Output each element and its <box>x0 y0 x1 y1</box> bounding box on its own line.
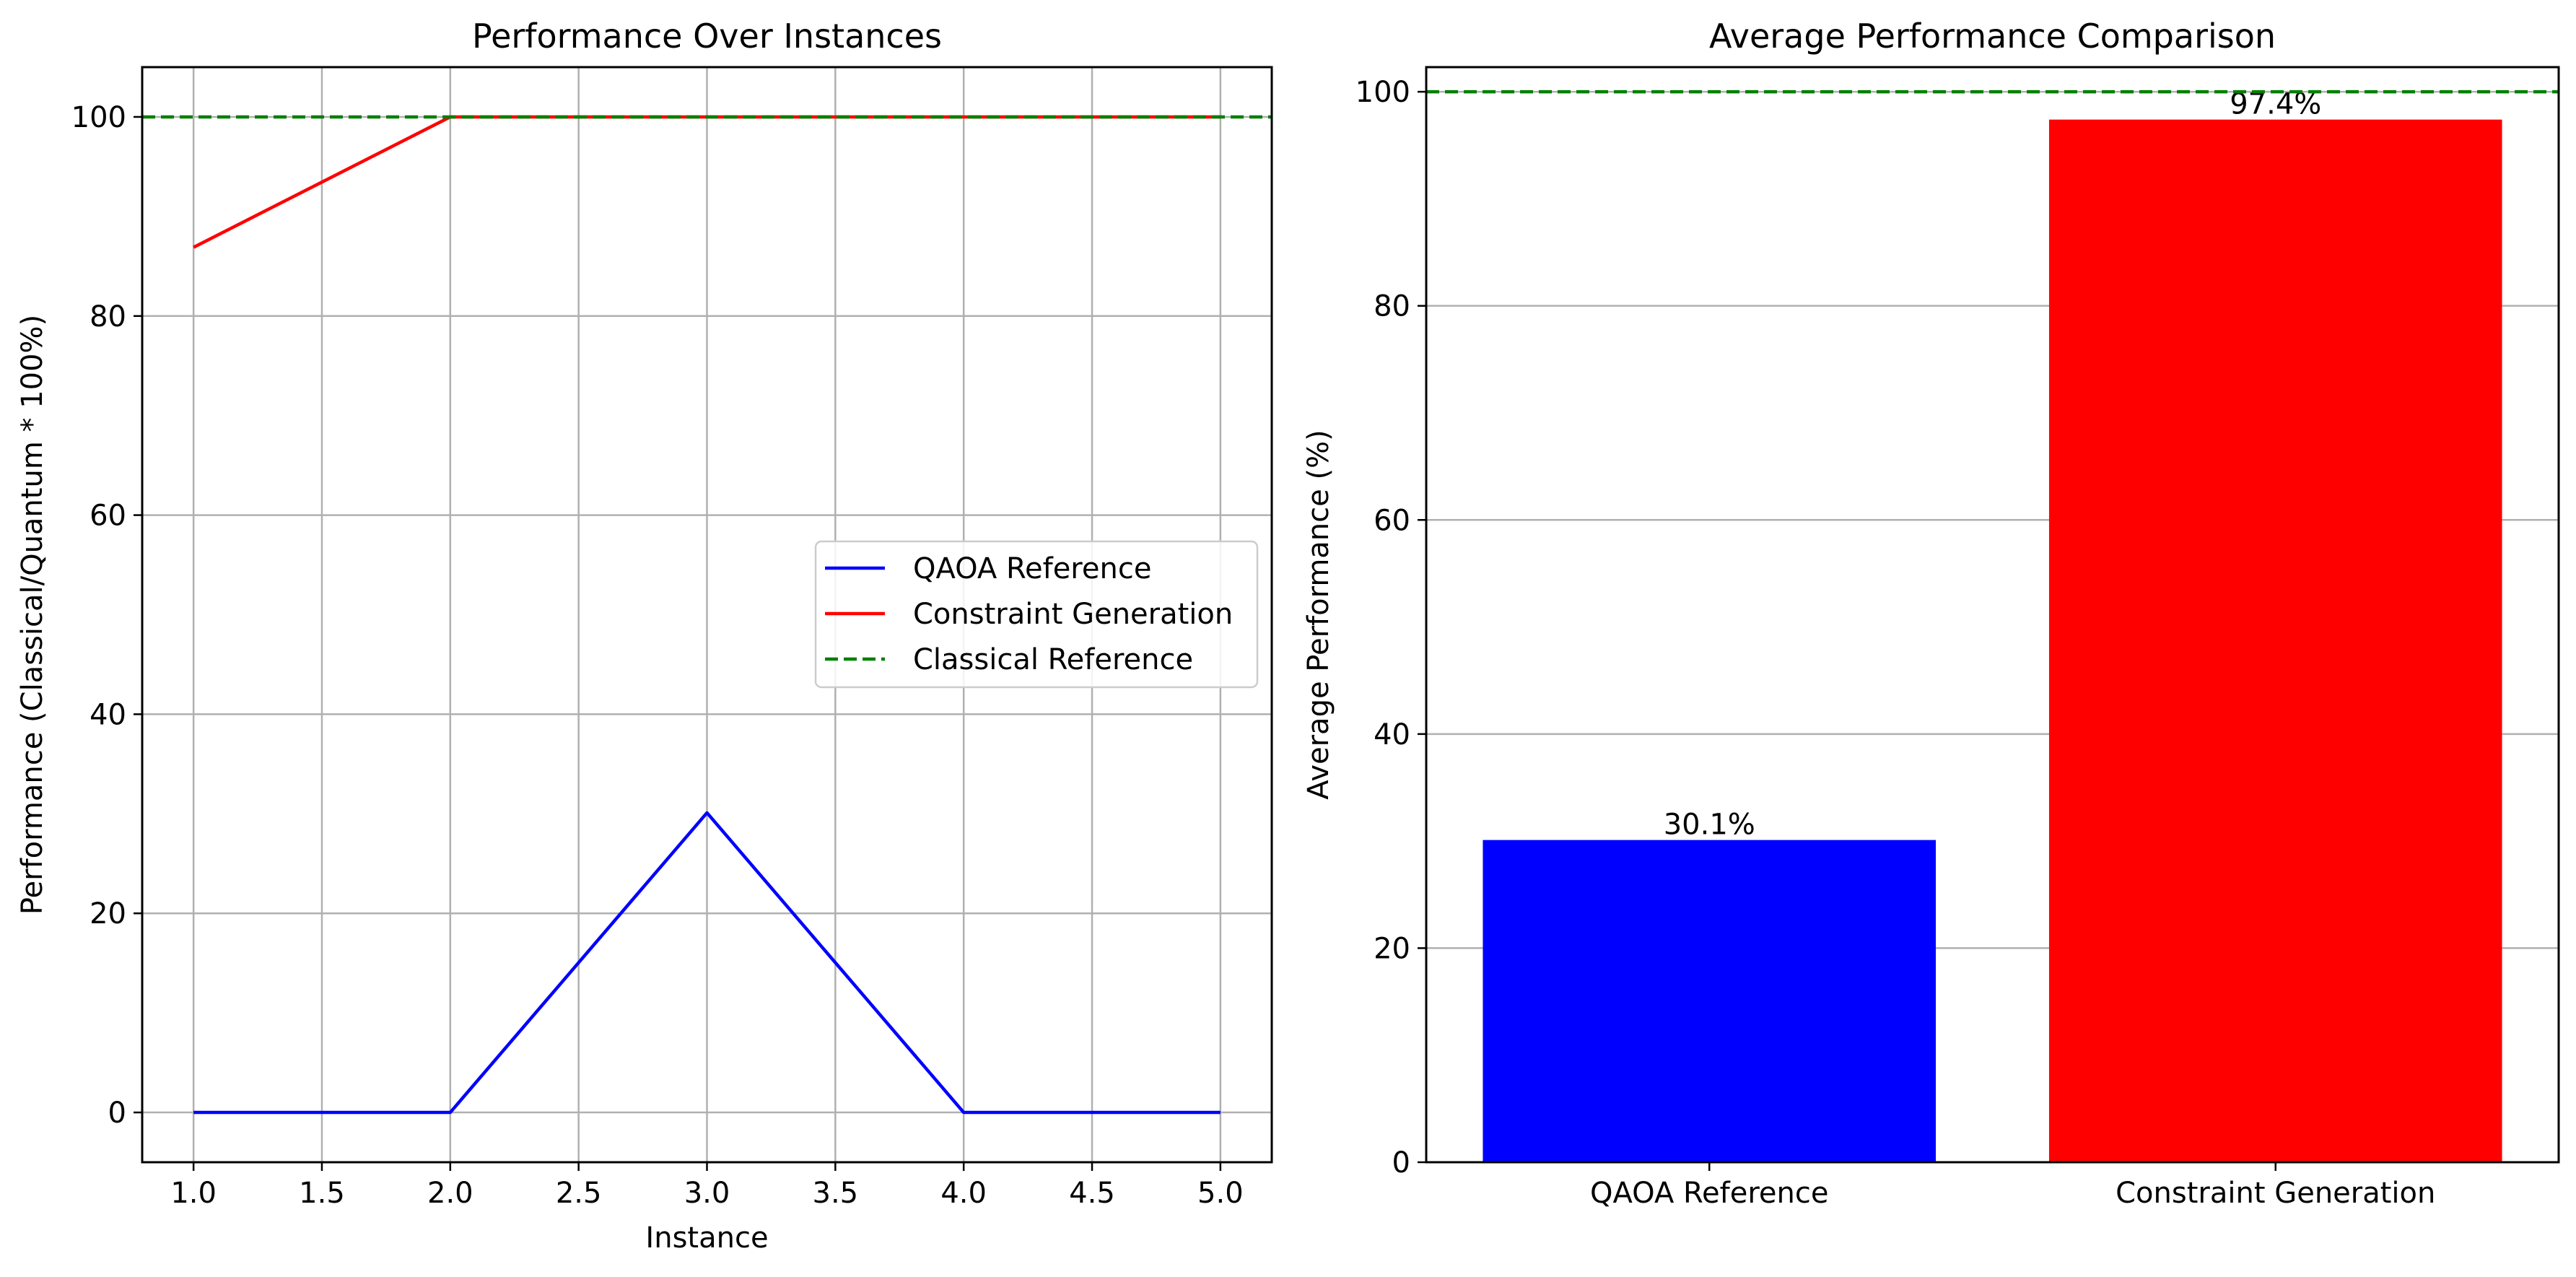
bar-chart-y-tick-label: 0 <box>1392 1146 1410 1180</box>
line-chart-y-tick-label: 0 <box>108 1097 126 1130</box>
bar-constraint-generation <box>2048 119 2502 1163</box>
line-chart-x-tick-label: 3.0 <box>684 1177 730 1210</box>
bar-chart-y-tick-label: 20 <box>1374 932 1410 965</box>
line-chart-series <box>142 115 1272 1115</box>
legend-label-constraint-generation: Constraint Generation <box>913 598 1233 631</box>
line-chart-x-tick-label: 2.0 <box>427 1177 473 1210</box>
legend-label-qaoa-reference: QAOA Reference <box>913 552 1151 585</box>
line-chart-y-tick-label: 20 <box>89 897 126 930</box>
bar-chart-y-axis-label: Average Performance (%) <box>1302 430 1335 799</box>
legend-label-classical-reference: Classical Reference <box>913 643 1193 676</box>
line-chart-y-tick-label: 100 <box>71 101 126 134</box>
line-chart-x-tick-label: 4.5 <box>1069 1177 1115 1210</box>
line-chart-x-tick-label: 5.0 <box>1197 1177 1244 1210</box>
line-chart-ticks: 1.0 1.5 2.0 2.5 3.0 3.5 4.0 4.5 5.0 0 20 40 60 80 100 <box>71 101 1244 1210</box>
line-chart-x-tick-label: 1.0 <box>170 1177 217 1210</box>
bar-chart-title: Average Performance Comparison <box>1709 17 2276 56</box>
legend-box <box>814 540 1259 689</box>
line-chart-title: Performance Over Instances <box>472 17 942 56</box>
line-chart-x-tick-label: 2.5 <box>556 1177 602 1210</box>
line-chart-legend: QAOA Reference Constraint Generation Class… <box>814 540 1259 689</box>
line-chart-y-tick-label: 80 <box>89 300 126 334</box>
bar-qaoa-reference <box>1483 840 1937 1162</box>
bar-chart-plot-frame <box>1425 66 2560 1164</box>
line-chart-y-axis-label: Performance (Classical/Quantum * 100%) <box>16 315 49 915</box>
line-chart-x-tick-label: 4.0 <box>940 1177 987 1210</box>
bar-chart-x-tick-label: Constraint Generation <box>2116 1177 2435 1210</box>
line-chart-panel: Performance Over Instances Instance Perf… <box>16 17 1273 1255</box>
line-chart-y-tick-label: 60 <box>89 500 126 533</box>
bar-chart-ticks: 0 20 40 60 80 100 QAOA Reference Constraint Gen… <box>1355 76 2436 1210</box>
series-line-qaoa-reference <box>193 811 1221 1115</box>
bar-chart-y-tick-label: 80 <box>1374 290 1410 323</box>
bar-data-label-qaoa-reference: 30.1% <box>1664 809 1755 842</box>
bar-chart-y-tick-label: 40 <box>1374 718 1410 751</box>
line-chart-x-tick-label: 3.5 <box>813 1177 859 1210</box>
bar-chart-y-tick-label: 60 <box>1374 504 1410 537</box>
bar-chart-bars: 30.1%97.4% <box>1483 88 2502 1163</box>
bar-chart-y-tick-label: 100 <box>1355 76 1410 109</box>
line-chart-y-tick-label: 40 <box>89 698 126 731</box>
line-chart-x-axis-label: Instance <box>645 1221 768 1255</box>
line-chart-x-tick-label: 1.5 <box>299 1177 345 1210</box>
line-chart-plot-frame <box>141 66 1273 1164</box>
bar-chart-panel: Average Performance Comparison Average P… <box>1302 17 2560 1210</box>
bar-chart-x-tick-label: QAOA Reference <box>1590 1177 1828 1210</box>
